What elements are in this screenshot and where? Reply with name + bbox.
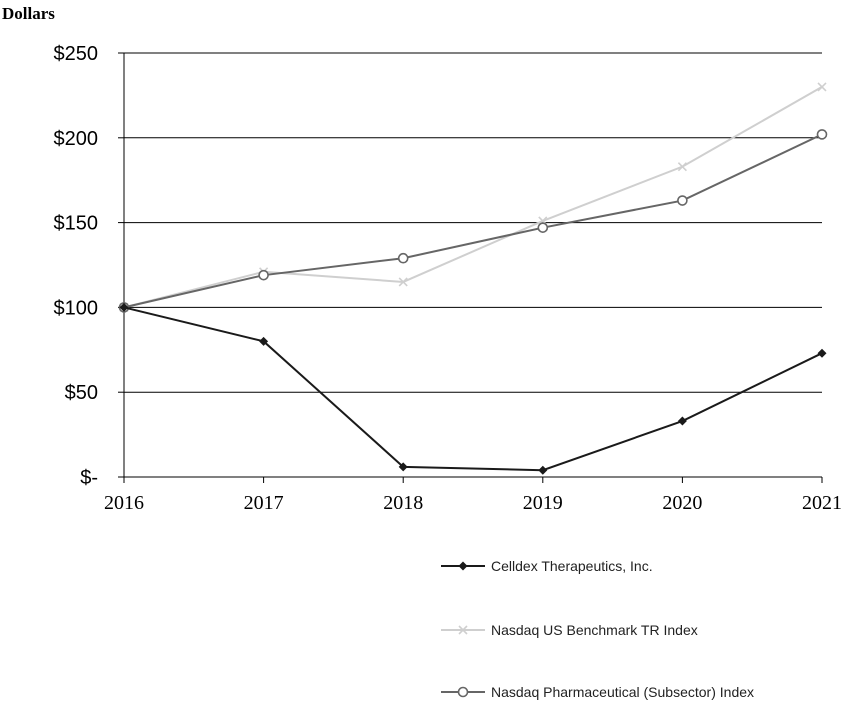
y-axis-title: Dollars <box>2 4 55 23</box>
data-point <box>538 465 548 475</box>
legend-marker <box>458 625 468 635</box>
y-tick-label: $- <box>80 467 98 489</box>
x-tick-label: 2020 <box>662 492 702 514</box>
axes <box>118 52 823 483</box>
legend-item: Nasdaq Pharmaceutical (Subsector) Index <box>441 684 754 700</box>
x-tick-label: 2019 <box>523 492 563 514</box>
y-tick-label: $100 <box>54 297 99 319</box>
series-line <box>123 86 823 309</box>
series-group <box>118 82 828 475</box>
data-point <box>119 302 129 312</box>
x-tick-label: 2017 <box>244 492 284 514</box>
legend-marker <box>457 686 469 698</box>
legend-item: Nasdaq US Benchmark TR Index <box>441 622 698 638</box>
x-tick-label: 2018 <box>383 492 423 514</box>
data-point <box>677 416 687 426</box>
x-tick-label: 2021 <box>802 492 842 514</box>
data-point <box>817 348 827 358</box>
x-tick-labels: 2016 2017 2018 2019 2020 2021 <box>104 492 842 514</box>
y-tick-labels: $- $50 $100 $150 $200 $250 <box>54 43 99 489</box>
data-point <box>398 462 408 472</box>
series-diamond <box>119 302 827 475</box>
data-point <box>537 222 549 233</box>
data-point <box>397 252 409 264</box>
data-point <box>677 162 687 172</box>
series-line <box>123 133 823 309</box>
data-point <box>677 195 688 206</box>
data-point <box>258 269 269 281</box>
y-tick-label: $200 <box>54 128 99 150</box>
legend-label: Celldex Therapeutics, Inc. <box>491 558 653 574</box>
legend-label: Nasdaq Pharmaceutical (Subsector) Index <box>491 684 754 700</box>
series-circle <box>118 129 828 313</box>
y-tick-label: $50 <box>65 382 98 404</box>
legend-marker <box>458 561 468 571</box>
legend-label: Nasdaq US Benchmark TR Index <box>491 622 698 638</box>
x-tick-label: 2016 <box>104 492 144 514</box>
legend-item: Celldex Therapeutics, Inc. <box>441 558 653 574</box>
y-tick-label: $150 <box>54 213 99 235</box>
y-tick-label: $250 <box>54 43 99 65</box>
data-point <box>816 129 828 140</box>
legend: Celldex Therapeutics, Inc. Nasdaq US Benc… <box>441 558 754 700</box>
series-x <box>119 82 827 312</box>
gridlines <box>124 52 822 393</box>
series-line <box>123 306 823 472</box>
data-point <box>259 336 269 346</box>
data-point <box>398 277 408 287</box>
data-point <box>817 82 827 92</box>
